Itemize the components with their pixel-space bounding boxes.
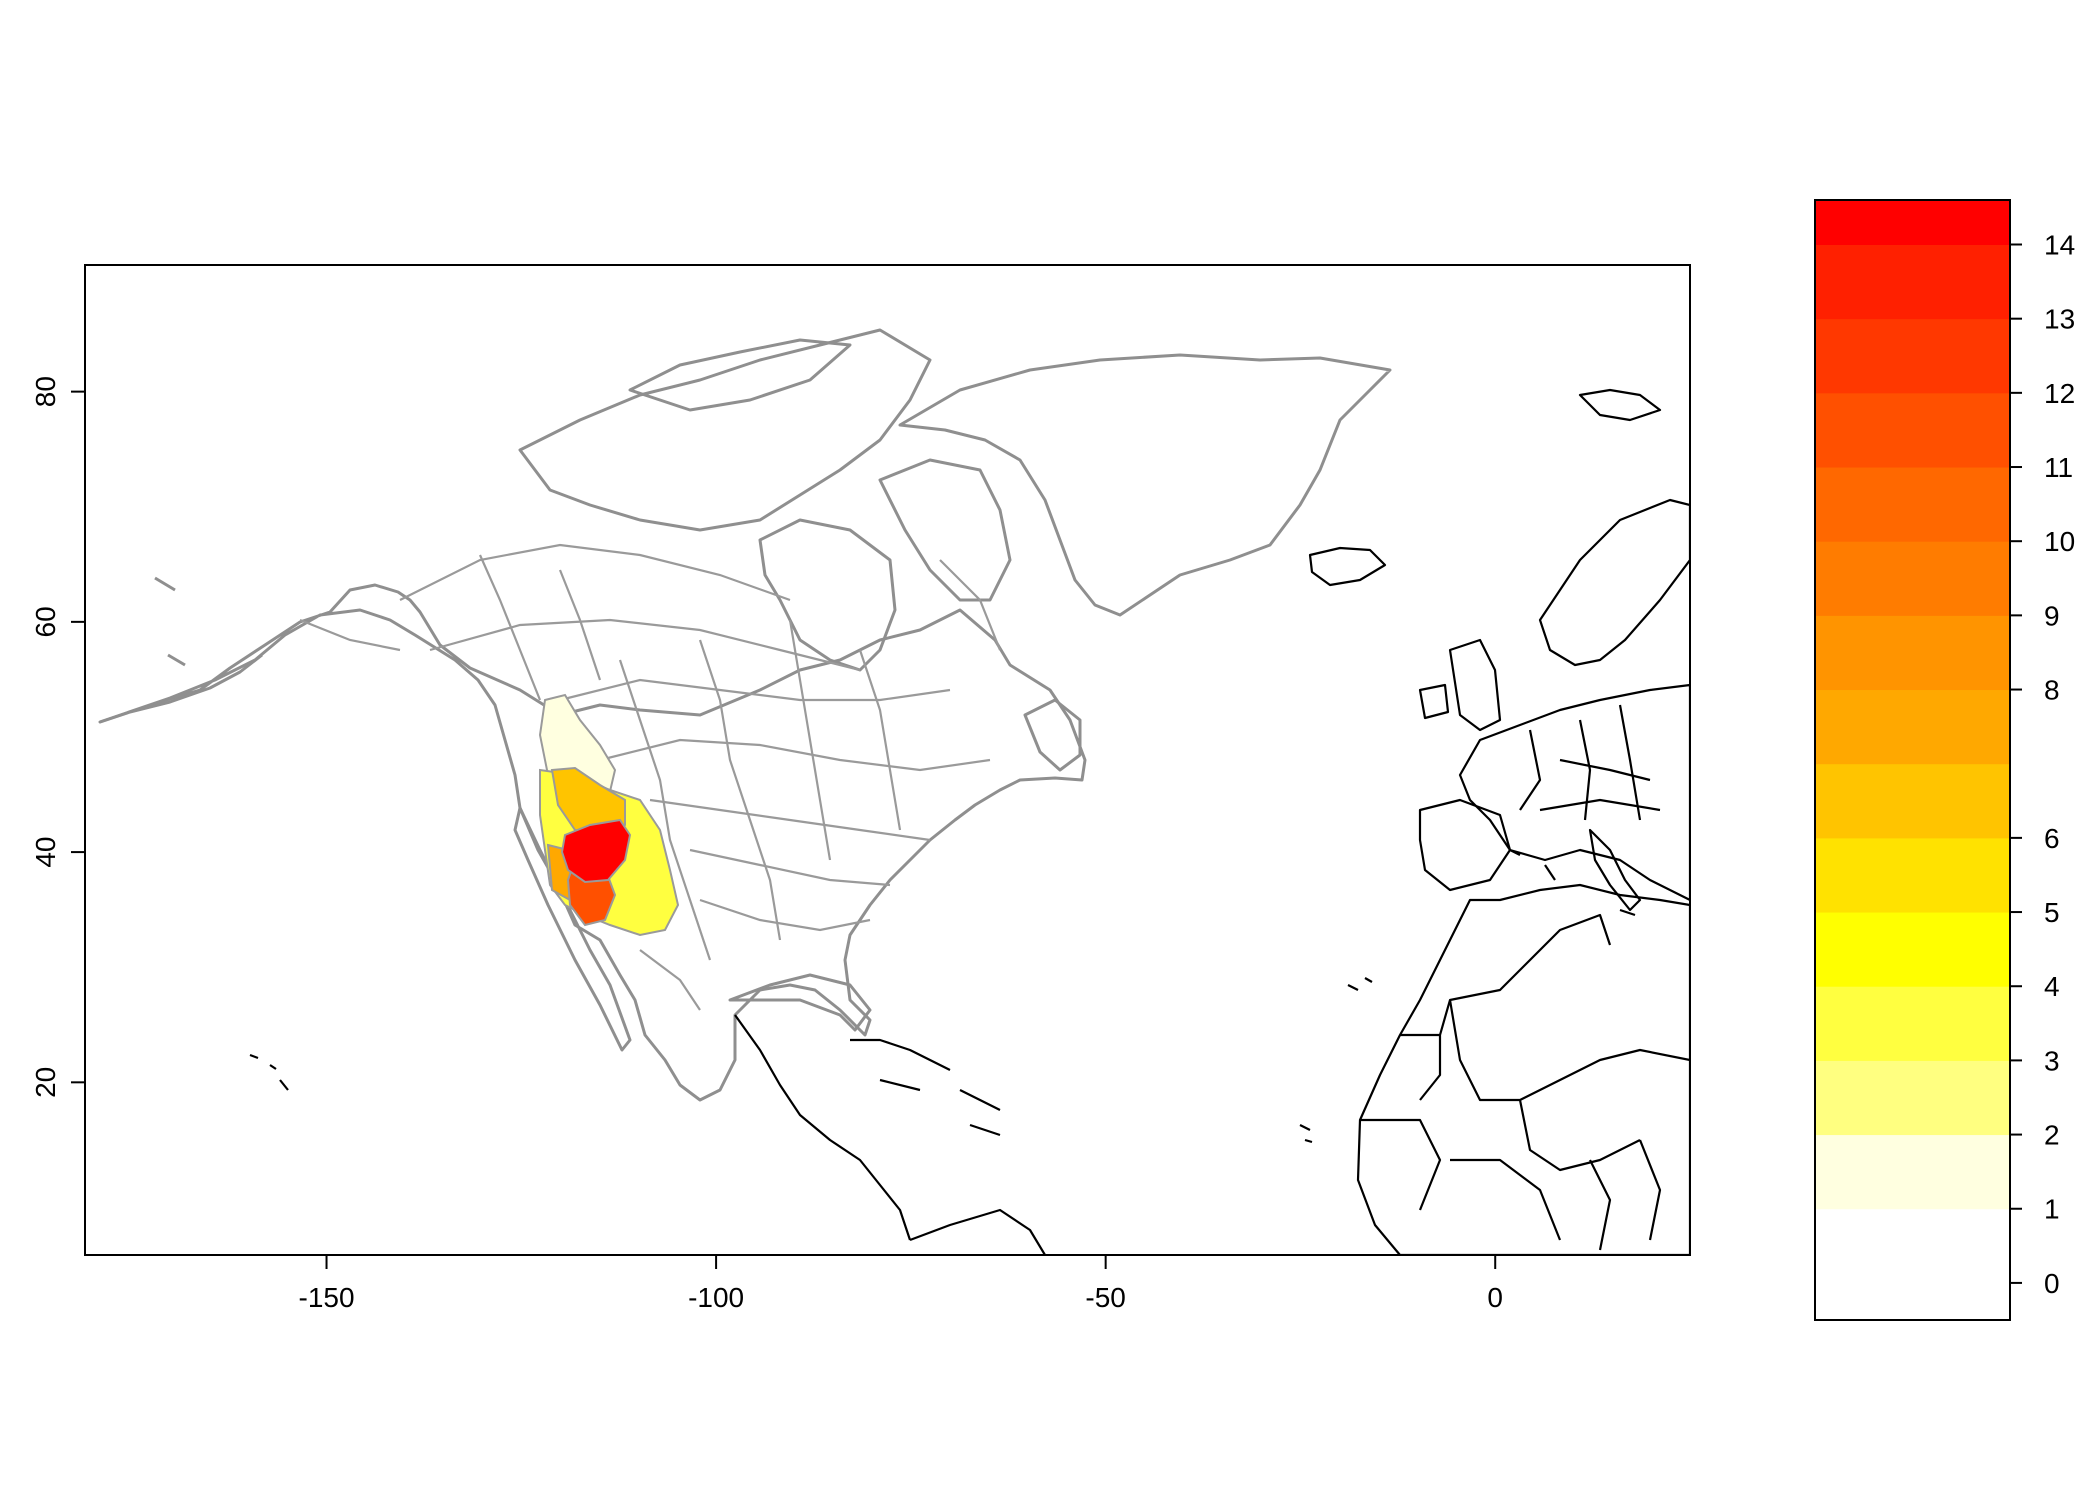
ecoregion-boundary xyxy=(399,543,791,602)
aleutian-islands xyxy=(154,576,186,667)
other-countries xyxy=(249,388,1690,1255)
x-axis: -150 -100 -50 0 xyxy=(299,1255,1503,1313)
colorbar-band xyxy=(1815,200,2010,246)
alaska-peninsula xyxy=(99,653,263,724)
italy xyxy=(1588,828,1642,912)
x-tick-label: -50 xyxy=(1085,1282,1125,1313)
colorbar-tick-label: 5 xyxy=(2044,897,2060,928)
arctic-archipelago xyxy=(518,328,932,532)
colorbar-band xyxy=(1815,689,2010,765)
north-america-landmass xyxy=(98,328,1392,1102)
y-tick-label: 80 xyxy=(30,376,61,407)
richness-level-7 xyxy=(550,766,626,837)
baffin-island xyxy=(878,458,1012,602)
british-isles xyxy=(1418,638,1502,732)
colorbar-band xyxy=(1815,986,2010,1061)
hawaii xyxy=(249,1053,289,1091)
ecoregion-boundary xyxy=(558,569,602,681)
svalbard xyxy=(1578,388,1662,422)
colorbar-band xyxy=(1815,318,2010,394)
europe-borders xyxy=(1519,704,1661,821)
greenland xyxy=(898,353,1392,617)
north-america-outline xyxy=(98,583,1087,1102)
south-america-north xyxy=(909,1208,1046,1255)
colorbar-band xyxy=(1815,615,2010,691)
plot-frame xyxy=(84,264,1691,1256)
colorbar-tick-label: 8 xyxy=(2044,675,2060,706)
x-tick-label: -100 xyxy=(688,1282,744,1313)
europe-mainland xyxy=(1458,683,1690,902)
ecoregion-boundary xyxy=(858,649,902,831)
colorbar-band xyxy=(1815,912,2010,987)
ecoregion-boundary xyxy=(639,949,701,1011)
y-tick-label: 60 xyxy=(30,606,61,637)
newfoundland xyxy=(1023,698,1082,772)
colorbar-tick-label: 0 xyxy=(2044,1268,2060,1299)
ecoregion-boundary xyxy=(699,898,871,932)
colorbar-band xyxy=(1815,763,2010,839)
colorbar-tick-label: 13 xyxy=(2044,304,2075,335)
ecoregion-boundary xyxy=(429,618,861,672)
ecoregion-boundary xyxy=(618,659,712,961)
y-axis: 20 40 60 80 xyxy=(30,376,85,1098)
ecoregion-boundaries xyxy=(299,543,1002,1011)
ecoregion-boundary xyxy=(478,554,542,701)
richness-hotspot xyxy=(538,693,680,937)
colorbar-tick-label: 14 xyxy=(2044,230,2075,261)
ecoregion-boundary xyxy=(788,619,832,861)
colorbar-band xyxy=(1815,541,2010,616)
colorbar-tick-label: 11 xyxy=(2044,452,2073,483)
africa-outline xyxy=(1356,883,1690,1255)
colorbar-band xyxy=(1815,1060,2010,1136)
scandinavia xyxy=(1538,498,1690,667)
arctic-islands-north xyxy=(628,338,852,412)
ecoregion-boundary xyxy=(939,559,1002,651)
mediterranean-islands xyxy=(1509,849,1636,917)
y-tick-label: 20 xyxy=(30,1067,61,1098)
colorbar-band xyxy=(1815,1208,2010,1321)
x-tick-label: 0 xyxy=(1487,1282,1503,1313)
x-tick-label: -150 xyxy=(299,1282,355,1313)
colorbar-tick-label: 3 xyxy=(2044,1045,2060,1076)
ecoregion-boundary xyxy=(698,639,782,941)
colorbar-band xyxy=(1815,1134,2010,1210)
colorbar-band xyxy=(1815,467,2010,542)
colorbar-frame xyxy=(1814,199,2011,1321)
colorbar-tick-label: 12 xyxy=(2044,378,2075,409)
iceland xyxy=(1308,546,1387,587)
colorbar-tick-label: 2 xyxy=(2044,1120,2060,1151)
ecoregion-boundary xyxy=(599,738,991,772)
ecoregion-boundary xyxy=(689,848,891,887)
caribbean-islands xyxy=(850,1038,1001,1137)
colorbar-band xyxy=(1815,392,2010,468)
richness-level-14 xyxy=(560,818,632,884)
canary-cape-verde xyxy=(1299,977,1373,1144)
colorbar-band xyxy=(1815,244,2010,320)
africa-borders xyxy=(1360,913,1690,1251)
colorbar-tick-label: 1 xyxy=(2044,1194,2060,1225)
colorbar-tick-label: 9 xyxy=(2044,600,2060,631)
y-tick-label: 40 xyxy=(30,837,61,868)
colorbar-tick-label: 4 xyxy=(2044,971,2060,1002)
central-america-outline xyxy=(734,1014,912,1241)
colorbar-bands xyxy=(1815,200,2010,1321)
colorbar-tick-label: 10 xyxy=(2044,526,2075,557)
colorbar-tick-label: 6 xyxy=(2044,823,2060,854)
colorbar-band xyxy=(1815,837,2010,913)
map-layer xyxy=(98,328,1690,1255)
ecoregion-boundary xyxy=(649,798,931,842)
ecoregion-boundary xyxy=(559,678,951,702)
gulf-coast xyxy=(728,973,872,1032)
ecoregion-boundary xyxy=(299,618,401,652)
hudson-bay xyxy=(758,518,897,672)
iberia xyxy=(1418,798,1512,892)
